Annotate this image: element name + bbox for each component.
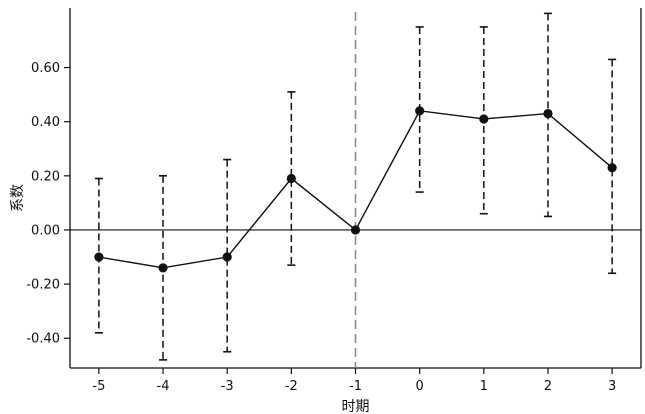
data-point <box>479 114 489 124</box>
data-point <box>94 252 104 262</box>
data-point <box>286 173 296 184</box>
x-tick-label: -1 <box>349 379 362 394</box>
error-bar <box>223 158 232 353</box>
data-point <box>222 252 232 262</box>
x-tick-label: -2 <box>285 379 298 394</box>
y-tick-label: 0.40 <box>31 115 60 130</box>
data-point <box>543 108 553 119</box>
x-tick-label: 0 <box>416 379 424 394</box>
coefficient-series <box>94 106 617 273</box>
x-tick-label: -4 <box>157 379 170 394</box>
y-tick-label: -0.20 <box>26 278 60 293</box>
y-axis-title: 系数 <box>10 184 26 212</box>
y-tick-label: 0.60 <box>31 61 60 76</box>
x-tick-label: 1 <box>480 379 488 394</box>
data-point <box>415 106 425 116</box>
x-tick-label: -5 <box>92 379 105 394</box>
x-axis-title: 时期 <box>342 399 370 414</box>
x-tick-label: -3 <box>221 379 234 394</box>
x-tick-label: 2 <box>544 379 552 394</box>
x-tick-label: 3 <box>608 379 616 394</box>
x-axis-ticks: -5 -4 -3 -2 -1 0 1 2 3 <box>92 368 616 394</box>
y-axis-ticks: -0.40 -0.20 0.00 0.20 0.40 0.60 <box>26 61 70 347</box>
y-tick-label: 0.00 <box>31 223 60 238</box>
error-bar <box>287 91 296 266</box>
error-bar <box>608 58 617 275</box>
y-tick-label: 0.20 <box>31 169 60 184</box>
y-tick-label: -0.40 <box>26 332 60 347</box>
data-point <box>158 263 168 273</box>
data-point <box>607 163 617 173</box>
reference-lines <box>70 12 641 368</box>
data-point <box>350 225 361 235</box>
